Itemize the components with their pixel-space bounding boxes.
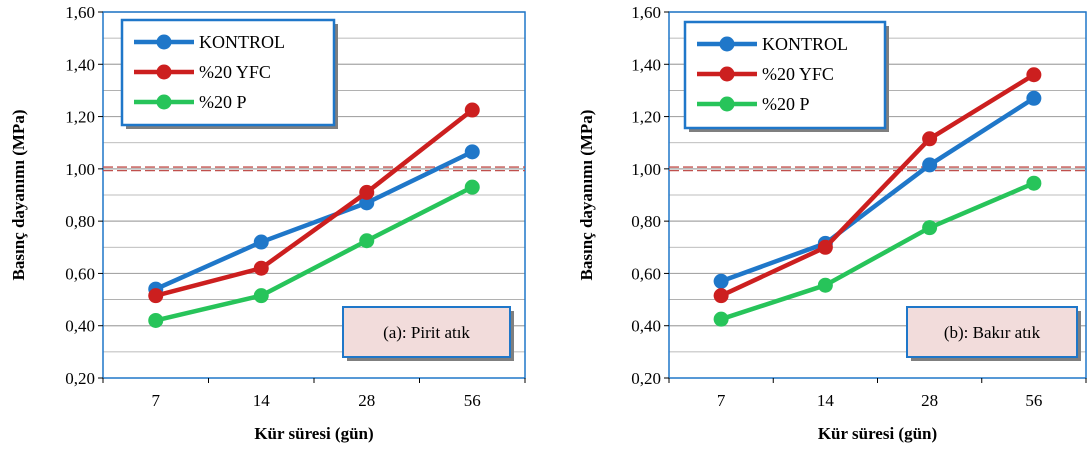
y-tick-label: 1,20 xyxy=(65,108,95,127)
legend-label-kontrol: KONTROL xyxy=(199,32,285,52)
series-line-pct20-yfc xyxy=(720,72,1036,298)
x-axis-title: Kür süresi (gün) xyxy=(818,424,937,443)
x-tick-label: 56 xyxy=(1025,391,1042,410)
chart-pirit-atik: 0,20 0,40 0,60 0,80 1,00 1,20 1,40 1,60 7 14 28 56 K… xyxy=(9,3,526,443)
legend-swatch-marker xyxy=(156,64,172,80)
data-point-pct20-yfc xyxy=(922,131,938,147)
data-point-pct20-p xyxy=(148,312,164,328)
x-tick-label: 7 xyxy=(152,391,161,410)
data-point-pct20-p xyxy=(1026,175,1042,191)
x-tick-label: 28 xyxy=(921,391,938,410)
data-point-kontrol xyxy=(1026,90,1042,106)
y-axis-title: Basınç dayanımı (MPa) xyxy=(577,110,596,281)
x-tick-label: 7 xyxy=(717,391,726,410)
annotation-box xyxy=(906,306,1078,358)
series-line-pct20-p xyxy=(720,181,1035,322)
legend-swatch-marker xyxy=(156,94,172,110)
legend-label-pct20-p: %20 P xyxy=(199,92,247,112)
data-point-kontrol xyxy=(359,195,375,211)
y-tick-label: 0,60 xyxy=(65,264,95,283)
y-tick-label: 0,80 xyxy=(631,212,661,231)
data-point-pct20-yfc xyxy=(148,288,164,304)
data-point-pct20-yfc xyxy=(1026,67,1042,83)
annotation-box xyxy=(342,306,511,358)
chart-bakir-atik: 0,20 0,40 0,60 0,80 1,00 1,20 1,40 1,60 7 14 28 56 K… xyxy=(577,3,1087,443)
legend-swatch-marker xyxy=(719,96,735,112)
y-tick-label: 1,60 xyxy=(65,3,95,22)
series-line-pct20-yfc xyxy=(155,108,474,298)
data-point-pct20-p xyxy=(922,220,938,236)
x-tick-label: 28 xyxy=(358,391,375,410)
data-point-kontrol xyxy=(713,273,729,289)
y-tick-label: 0,20 xyxy=(631,369,661,388)
data-point-kontrol xyxy=(464,144,480,160)
y-tick-label: 0,80 xyxy=(65,212,95,231)
data-point-pct20-p xyxy=(253,288,269,304)
y-tick-label: 1,20 xyxy=(631,108,661,127)
series-line-pct20-p xyxy=(155,185,474,323)
legend-label-pct20-yfc: %20 YFC xyxy=(199,62,271,82)
x-tick-label: 14 xyxy=(253,391,271,410)
series-line-kontrol xyxy=(720,96,1036,284)
data-point-pct20-yfc xyxy=(713,288,729,304)
data-point-pct20-p xyxy=(817,277,833,293)
legend-label-kontrol: KONTROL xyxy=(762,34,848,54)
y-axis-title: Basınç dayanımı (MPa) xyxy=(9,110,28,281)
x-axis-title: Kür süresi (gün) xyxy=(254,424,373,443)
annotation-label: (b): Bakır atık xyxy=(944,323,1041,342)
x-tick-label: 56 xyxy=(464,391,481,410)
y-tick-label: 1,00 xyxy=(65,160,95,179)
annotation-label: (a): Pirit atık xyxy=(383,323,470,342)
y-tick-label: 0,20 xyxy=(65,369,95,388)
data-point-pct20-yfc xyxy=(253,260,269,276)
y-tick-label: 1,40 xyxy=(65,55,95,74)
legend-swatch-marker xyxy=(156,34,172,50)
data-point-kontrol xyxy=(253,234,269,250)
y-tick-label: 1,40 xyxy=(631,55,661,74)
data-point-pct20-p xyxy=(713,311,729,327)
x-tick-label: 14 xyxy=(817,391,835,410)
y-tick-label: 0,40 xyxy=(631,317,661,336)
y-tick-label: 0,60 xyxy=(631,264,661,283)
legend-swatch-marker xyxy=(719,66,735,82)
legend-label-pct20-yfc: %20 YFC xyxy=(762,64,834,84)
data-point-pct20-yfc xyxy=(359,184,375,200)
data-point-pct20-p xyxy=(464,179,480,195)
series-line-kontrol xyxy=(154,149,474,292)
y-tick-label: 1,60 xyxy=(631,3,661,22)
data-point-pct20-p xyxy=(359,233,375,249)
y-tick-label: 0,40 xyxy=(65,317,95,336)
data-point-kontrol xyxy=(922,157,938,173)
legend-label-pct20-p: %20 P xyxy=(762,94,810,114)
data-point-pct20-yfc xyxy=(464,102,480,118)
data-point-pct20-yfc xyxy=(817,239,833,255)
legend-swatch-marker xyxy=(719,36,735,52)
y-tick-label: 1,00 xyxy=(631,160,661,179)
